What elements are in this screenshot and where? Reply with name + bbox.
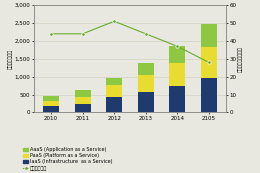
Bar [138, 63, 154, 75]
Bar [106, 78, 122, 85]
Bar [106, 85, 122, 97]
Y-axis label: 売上顔（億円）: 売上顔（億円） [8, 49, 13, 69]
Bar [75, 97, 90, 104]
Bar [170, 63, 185, 86]
Y-axis label: 前年比成長率（％）: 前年比成長率（％） [238, 46, 243, 72]
Bar [138, 92, 154, 112]
Bar [201, 79, 217, 112]
Bar [43, 96, 59, 101]
Bar [138, 75, 154, 92]
Bar [43, 101, 59, 106]
Bar [75, 90, 90, 97]
Bar [201, 47, 217, 79]
Bar [201, 25, 217, 47]
Bar [170, 86, 185, 112]
Legend: AaaS (Application as a Service), PaaS (Platform as a Service), IaaS (Infrastruct: AaaS (Application as a Service), PaaS (P… [23, 147, 113, 171]
Bar [43, 106, 59, 112]
Bar [75, 104, 90, 112]
Bar [106, 97, 122, 112]
Bar [170, 46, 185, 63]
